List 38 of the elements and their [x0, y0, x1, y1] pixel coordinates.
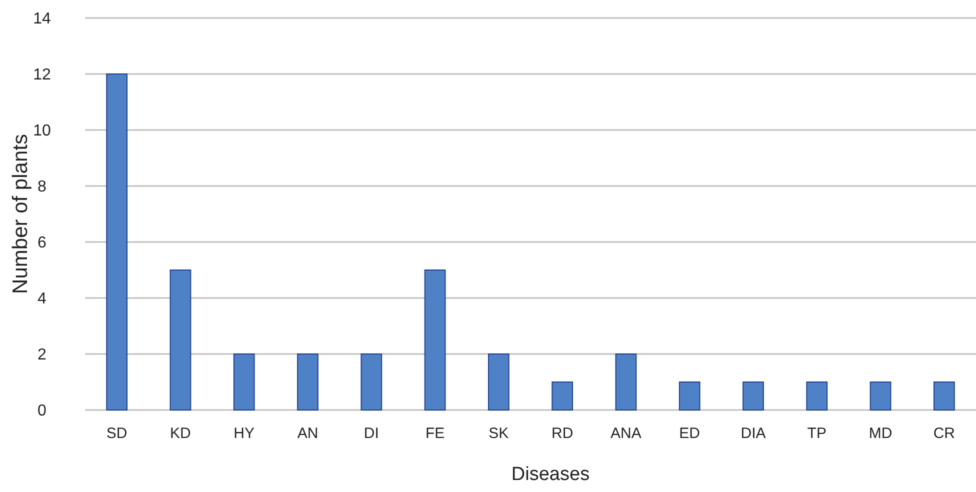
x-tick-label: AN	[297, 425, 318, 442]
x-tick-label: HY	[234, 425, 255, 442]
bar	[615, 354, 637, 410]
bar	[870, 382, 892, 410]
y-tick-label: 0	[38, 402, 47, 420]
x-axis-title: Diseases	[511, 464, 590, 485]
bar	[106, 74, 128, 410]
bar	[488, 354, 510, 410]
bar	[678, 382, 700, 410]
x-tick-label: MD	[868, 425, 892, 442]
y-tick-label: 8	[38, 178, 47, 196]
x-tick-label: FE	[425, 425, 445, 442]
bar	[170, 270, 192, 410]
x-tick-label: ED	[679, 425, 700, 442]
x-tick-label: SD	[106, 425, 128, 442]
y-tick-label: 14	[33, 10, 51, 28]
y-axis-title: Number of plants	[9, 134, 32, 294]
bar	[933, 382, 955, 410]
y-tick-label: 2	[38, 346, 47, 364]
bar	[806, 382, 828, 410]
y-tick-label: 12	[33, 66, 51, 84]
x-tick-label: DIA	[740, 425, 766, 442]
bar	[233, 354, 255, 410]
x-tick-label: DI	[364, 425, 379, 442]
bar	[552, 382, 574, 410]
y-tick-label: 10	[33, 122, 51, 140]
bar	[424, 270, 446, 410]
bar	[360, 354, 382, 410]
x-tick-label: SK	[488, 425, 509, 442]
x-tick-label: KD	[170, 425, 192, 442]
bar	[742, 382, 764, 410]
x-tick-label: ANA	[610, 425, 642, 442]
bar	[297, 354, 318, 410]
y-tick-label: 4	[38, 290, 47, 308]
x-tick-label: RD	[551, 425, 574, 442]
x-tick-label: CR	[933, 425, 956, 442]
x-tick-label: TP	[807, 425, 826, 442]
y-tick-label: 6	[38, 234, 47, 252]
